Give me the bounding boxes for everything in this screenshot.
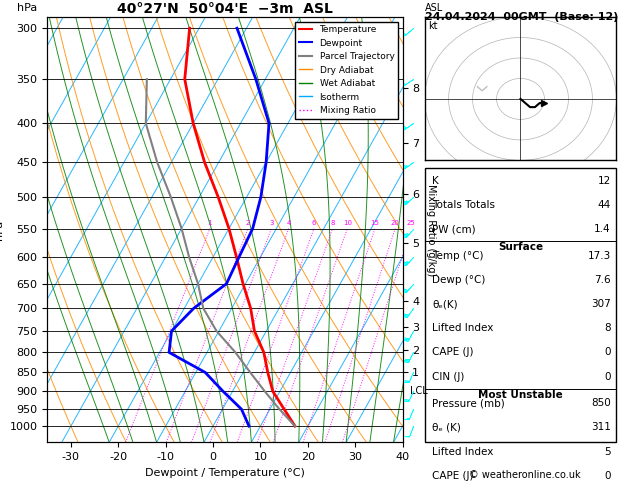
Text: 24.04.2024  00GMT  (Base: 12): 24.04.2024 00GMT (Base: 12) [425, 12, 619, 22]
Legend: Temperature, Dewpoint, Parcel Trajectory, Dry Adiabat, Wet Adiabat, Isotherm, Mi: Temperature, Dewpoint, Parcel Trajectory… [295, 21, 398, 119]
Text: km
ASL: km ASL [425, 0, 443, 13]
Text: hPa: hPa [17, 3, 37, 13]
Text: 307: 307 [591, 299, 611, 309]
Text: Pressure (mb): Pressure (mb) [432, 398, 505, 408]
Text: Lifted Index: Lifted Index [432, 323, 494, 333]
Y-axis label: Mixing Ratio (g/kg): Mixing Ratio (g/kg) [426, 184, 436, 276]
Text: 15: 15 [370, 221, 379, 226]
Text: © weatheronline.co.uk: © weatheronline.co.uk [469, 470, 581, 480]
Text: 0: 0 [604, 471, 611, 481]
Text: K: K [432, 176, 439, 186]
Text: Totals Totals: Totals Totals [432, 200, 495, 210]
Text: 311: 311 [591, 422, 611, 433]
Y-axis label: hPa: hPa [0, 220, 4, 240]
Text: 6: 6 [312, 221, 316, 226]
Text: CIN (J): CIN (J) [432, 372, 465, 382]
Text: CAPE (J): CAPE (J) [432, 347, 474, 358]
Text: 1: 1 [208, 221, 212, 226]
Text: Lifted Index: Lifted Index [432, 447, 494, 456]
Text: 7.6: 7.6 [594, 275, 611, 285]
Text: 10: 10 [343, 221, 352, 226]
Text: 1.4: 1.4 [594, 224, 611, 234]
Text: 3: 3 [269, 221, 274, 226]
X-axis label: Dewpoint / Temperature (°C): Dewpoint / Temperature (°C) [145, 468, 305, 478]
Text: CAPE (J): CAPE (J) [432, 471, 474, 481]
Text: θₑ(K): θₑ(K) [432, 299, 458, 309]
Text: 8: 8 [604, 323, 611, 333]
Text: Dewp (°C): Dewp (°C) [432, 275, 486, 285]
Text: 44: 44 [598, 200, 611, 210]
Text: Surface: Surface [498, 243, 543, 252]
Text: 8: 8 [330, 221, 335, 226]
Text: LCL: LCL [409, 386, 427, 396]
Text: Temp (°C): Temp (°C) [432, 251, 484, 261]
Text: 2: 2 [246, 221, 250, 226]
Text: 0: 0 [604, 347, 611, 358]
Text: 5: 5 [604, 447, 611, 456]
Text: 20: 20 [391, 221, 399, 226]
Text: 25: 25 [407, 221, 416, 226]
Text: 12: 12 [598, 176, 611, 186]
Text: 850: 850 [591, 398, 611, 408]
Text: Most Unstable: Most Unstable [478, 390, 563, 400]
Text: kt: kt [428, 21, 438, 31]
Text: PW (cm): PW (cm) [432, 224, 476, 234]
Text: θₑ (K): θₑ (K) [432, 422, 461, 433]
Text: 4: 4 [287, 221, 291, 226]
Text: 17.3: 17.3 [587, 251, 611, 261]
Title: 40°27'N  50°04'E  −3m  ASL: 40°27'N 50°04'E −3m ASL [117, 2, 333, 16]
Text: 0: 0 [604, 372, 611, 382]
